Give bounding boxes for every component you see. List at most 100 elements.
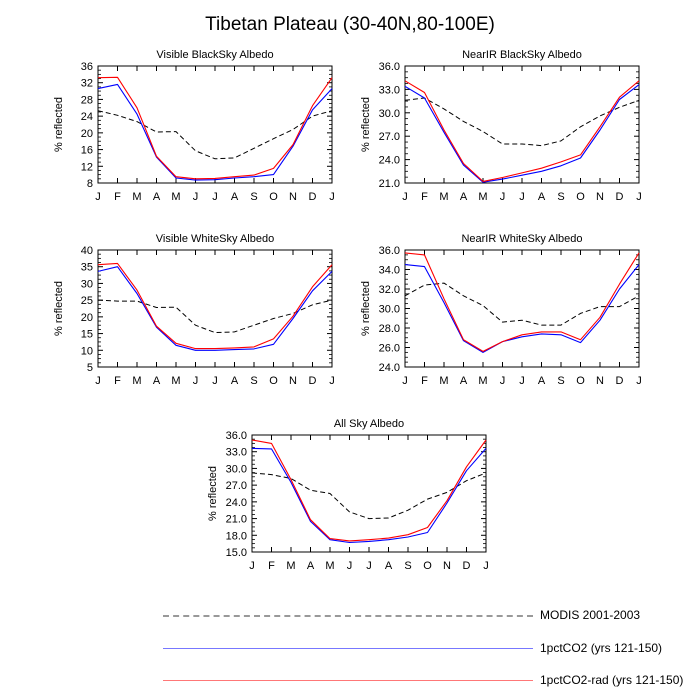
xtick-label-nearir-whitesky: F [421, 375, 428, 387]
xtick-label-allsky: J [249, 560, 255, 572]
series-modis-nearir-blacksky [404, 97, 640, 147]
xtick-label-nearir-blacksky: D [616, 191, 624, 203]
ytick-label-allsky: 30.0 [226, 463, 247, 475]
ytick-label-visible-whitesky: 15 [81, 329, 93, 341]
xtick-label-visible-blacksky: J [193, 191, 199, 203]
xtick-label-visible-blacksky: J [212, 191, 218, 203]
xtick-label-nearir-blacksky: A [460, 191, 468, 203]
xtick-label-nearir-whitesky: A [460, 375, 468, 387]
xtick-label-nearir-whitesky: M [478, 375, 487, 387]
ytick-label-allsky: 36.0 [226, 430, 247, 442]
xtick-label-allsky: D [463, 560, 471, 572]
xtick-label-nearir-blacksky: A [538, 191, 546, 203]
xtick-label-nearir-whitesky: S [557, 375, 564, 387]
legend-label-1pctco2: 1pctCO2 (yrs 121-150) [540, 641, 663, 655]
legend-line-1pctco2-rad [163, 680, 533, 681]
plot-frame-nearir-whitesky [404, 249, 640, 368]
series-1pctco2-nearir-whitesky [404, 264, 640, 353]
xtick-label-visible-blacksky: S [250, 191, 257, 203]
xtick-label-allsky: J [366, 560, 372, 572]
xtick-label-nearir-blacksky: J [519, 191, 525, 203]
ytick-label-visible-blacksky: 36 [81, 61, 93, 73]
xtick-label-visible-whitesky: F [114, 375, 121, 387]
ytick-label-nearir-blacksky: 33.0 [379, 84, 400, 96]
ytick-label-allsky: 15.0 [226, 547, 247, 559]
xtick-label-visible-whitesky: M [132, 375, 141, 387]
series-modis-allsky [251, 472, 487, 520]
series-1pctco2-visible-whitesky [97, 266, 333, 351]
xtick-label-visible-blacksky: M [171, 191, 180, 203]
xtick-label-visible-whitesky: J [193, 375, 199, 387]
xtick-label-nearir-whitesky: A [538, 375, 546, 387]
ytick-label-visible-whitesky: 40 [81, 245, 93, 257]
legend-label-modis: MODIS 2001-2003 [540, 608, 641, 622]
xtick-label-visible-blacksky: J [329, 191, 335, 203]
ylabel-nearir-blacksky: % reflected [360, 97, 372, 152]
xtick-label-nearir-blacksky: F [421, 191, 428, 203]
xtick-label-allsky: N [443, 560, 451, 572]
ytick-label-visible-blacksky: 24 [81, 111, 93, 123]
xtick-label-nearir-blacksky: M [439, 191, 448, 203]
series-modis-visible-whitesky [97, 299, 333, 334]
ytick-label-visible-blacksky: 16 [81, 145, 93, 157]
xtick-label-visible-whitesky: M [171, 375, 180, 387]
xtick-label-nearir-blacksky: J [636, 191, 642, 203]
ytick-label-visible-whitesky: 5 [87, 362, 93, 374]
ylabel-visible-whitesky: % reflected [53, 281, 65, 336]
xtick-label-visible-whitesky: A [153, 375, 161, 387]
ytick-label-allsky: 18.0 [226, 530, 247, 542]
xtick-label-nearir-blacksky: S [557, 191, 564, 203]
ytick-label-nearir-blacksky: 36.0 [379, 61, 400, 73]
xtick-label-visible-whitesky: O [269, 375, 278, 387]
ytick-label-nearir-whitesky: 30.0 [379, 304, 400, 316]
series-1pctco2-rad-nearir-whitesky [404, 252, 640, 352]
xtick-label-allsky: M [286, 560, 295, 572]
xtick-label-nearir-blacksky: N [596, 191, 604, 203]
xtick-label-allsky: M [325, 560, 334, 572]
ytick-label-nearir-blacksky: 27.0 [379, 131, 400, 143]
xtick-label-visible-blacksky: M [132, 191, 141, 203]
ytick-label-visible-whitesky: 30 [81, 278, 93, 290]
legend-item-1pctco2-rad: 1pctCO2-rad (yrs 121-150) [160, 669, 683, 693]
xtick-label-visible-whitesky: J [329, 375, 335, 387]
ylabel-allsky: % reflected [207, 466, 219, 521]
xtick-label-visible-whitesky: J [212, 375, 218, 387]
xtick-label-visible-whitesky: N [289, 375, 297, 387]
xtick-label-allsky: A [307, 560, 315, 572]
plot-frame-visible-blacksky [97, 65, 333, 184]
series-1pctco2-rad-allsky [251, 439, 487, 542]
xtick-label-visible-blacksky: F [114, 191, 121, 203]
legend-line-1pctco2 [163, 648, 533, 649]
xtick-label-visible-blacksky: O [269, 191, 278, 203]
xtick-label-visible-blacksky: A [231, 191, 239, 203]
ytick-label-visible-blacksky: 32 [81, 78, 93, 90]
ytick-label-allsky: 24.0 [226, 497, 247, 509]
xtick-label-allsky: A [385, 560, 393, 572]
ylabel-visible-blacksky: % reflected [53, 97, 65, 152]
chart-visible-blacksky: Visible BlackSky Albedo 8 12 16 20 24 28 32 36 J F… [53, 49, 335, 203]
xtick-label-nearir-blacksky: M [478, 191, 487, 203]
chart-allsky: All Sky Albedo 15.0 18.0 21.0 24.0 27.0 30.0 33… [207, 418, 489, 572]
ytick-label-nearir-blacksky: 30.0 [379, 108, 400, 120]
figure-title: Tibetan Plateau (30-40N,80-100E) [205, 14, 495, 35]
legend: MODIS 2001-2003 1pctCO2 (yrs 121-150) 1p… [0, 600, 700, 695]
series-modis-nearir-whitesky [404, 282, 640, 326]
xtick-label-nearir-whitesky: J [500, 375, 506, 387]
xtick-label-visible-whitesky: S [250, 375, 257, 387]
ylabel-nearir-whitesky: % reflected [360, 281, 372, 336]
ytick-label-nearir-blacksky: 24.0 [379, 155, 400, 167]
ytick-label-visible-blacksky: 20 [81, 128, 93, 140]
plot-frame-visible-whitesky [97, 249, 333, 368]
series-1pctco2-visible-blacksky [97, 83, 333, 181]
xtick-label-allsky: J [483, 560, 489, 572]
chart-title-nearir-blacksky: NearIR BlackSky Albedo [462, 49, 582, 61]
ytick-label-allsky: 27.0 [226, 480, 247, 492]
chart-nearir-whitesky: NearIR WhiteSky Albedo 24.0 26.0 28.0 30.0 32… [360, 233, 642, 387]
xtick-label-allsky: F [268, 560, 275, 572]
xtick-label-visible-blacksky: N [289, 191, 297, 203]
xtick-label-nearir-whitesky: J [636, 375, 642, 387]
ytick-label-visible-blacksky: 12 [81, 161, 93, 173]
ytick-label-visible-whitesky: 20 [81, 312, 93, 324]
legend-line-modis [163, 615, 533, 617]
xtick-label-allsky: J [347, 560, 353, 572]
